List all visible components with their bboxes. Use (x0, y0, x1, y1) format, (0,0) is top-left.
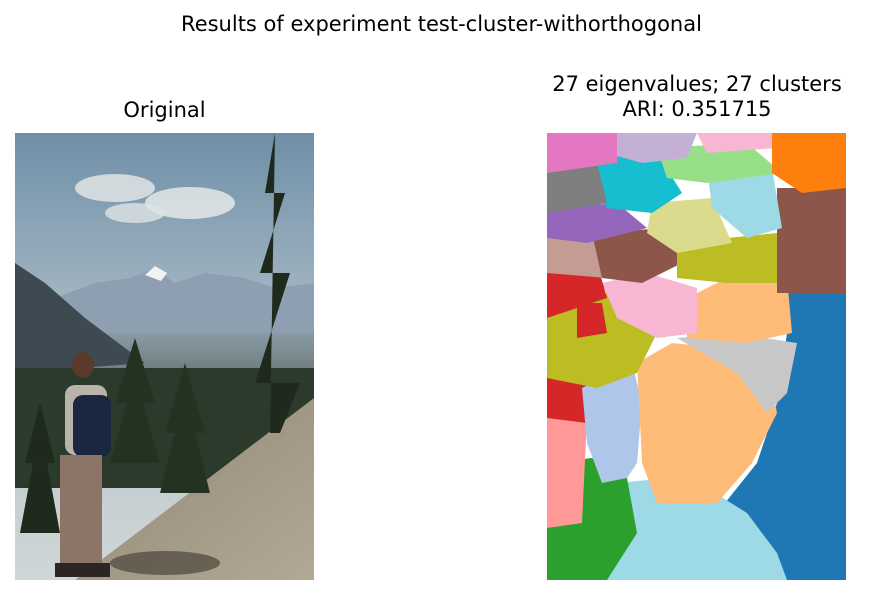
hiker-pants (60, 455, 102, 565)
cloud (75, 174, 155, 202)
cluster-map-canvas (547, 133, 846, 580)
distant-mountains (55, 268, 314, 353)
tall-pine-tree (255, 133, 300, 433)
clusters-panel-title-line2: ARI: 0.351715 (622, 97, 772, 121)
cluster-region-tab-cyan (592, 153, 682, 213)
figure-suptitle: Results of experiment test-cluster-witho… (181, 12, 702, 36)
cluster-region-tab-gray (547, 163, 607, 213)
snow-peak (145, 266, 167, 281)
cluster-segmentation-map (547, 133, 846, 580)
hiker-backpack (73, 395, 111, 457)
clusters-panel-title-line1: 27 eigenvalues; 27 clusters (552, 72, 842, 96)
hiker-head (72, 352, 94, 378)
cluster-region-tab-brown (777, 188, 846, 293)
cluster-region-light-cyan (707, 168, 782, 238)
ground-shadow (110, 551, 220, 575)
cluster-region-light-orange (637, 343, 777, 503)
pine-tree (20, 403, 60, 533)
cluster-region-light-brown (547, 233, 607, 278)
cluster-region-light-gray (677, 333, 797, 413)
original-photo-canvas (15, 133, 314, 580)
cluster-region-light-blue (582, 363, 642, 483)
original-photo (15, 133, 314, 580)
cluster-region-light-orange (687, 273, 792, 343)
cluster-region-light-red (547, 413, 587, 528)
cluster-region-tab-brown (592, 228, 682, 283)
cluster-region-light-purple (607, 133, 697, 163)
cluster-region-light-pink (697, 133, 777, 153)
clusters-panel-title: 27 eigenvalues; 27 clusters ARI: 0.35171… (497, 72, 883, 122)
pine-tree (110, 338, 160, 463)
cluster-region-light-pink (602, 273, 697, 338)
cluster-region-light-cyan (587, 478, 787, 580)
cloud (105, 203, 165, 223)
pine-tree (160, 363, 210, 493)
hiker-boots (55, 563, 110, 577)
cloud (145, 187, 235, 219)
cluster-region-tab-red (577, 303, 607, 338)
cluster-region-tab-orange (772, 133, 846, 193)
cluster-region-tab-pink (547, 133, 617, 173)
cluster-region-light-olive (647, 198, 732, 253)
original-panel-title: Original (123, 98, 206, 122)
left-mountain (15, 263, 145, 373)
cluster-region-tab-purple (547, 203, 647, 243)
